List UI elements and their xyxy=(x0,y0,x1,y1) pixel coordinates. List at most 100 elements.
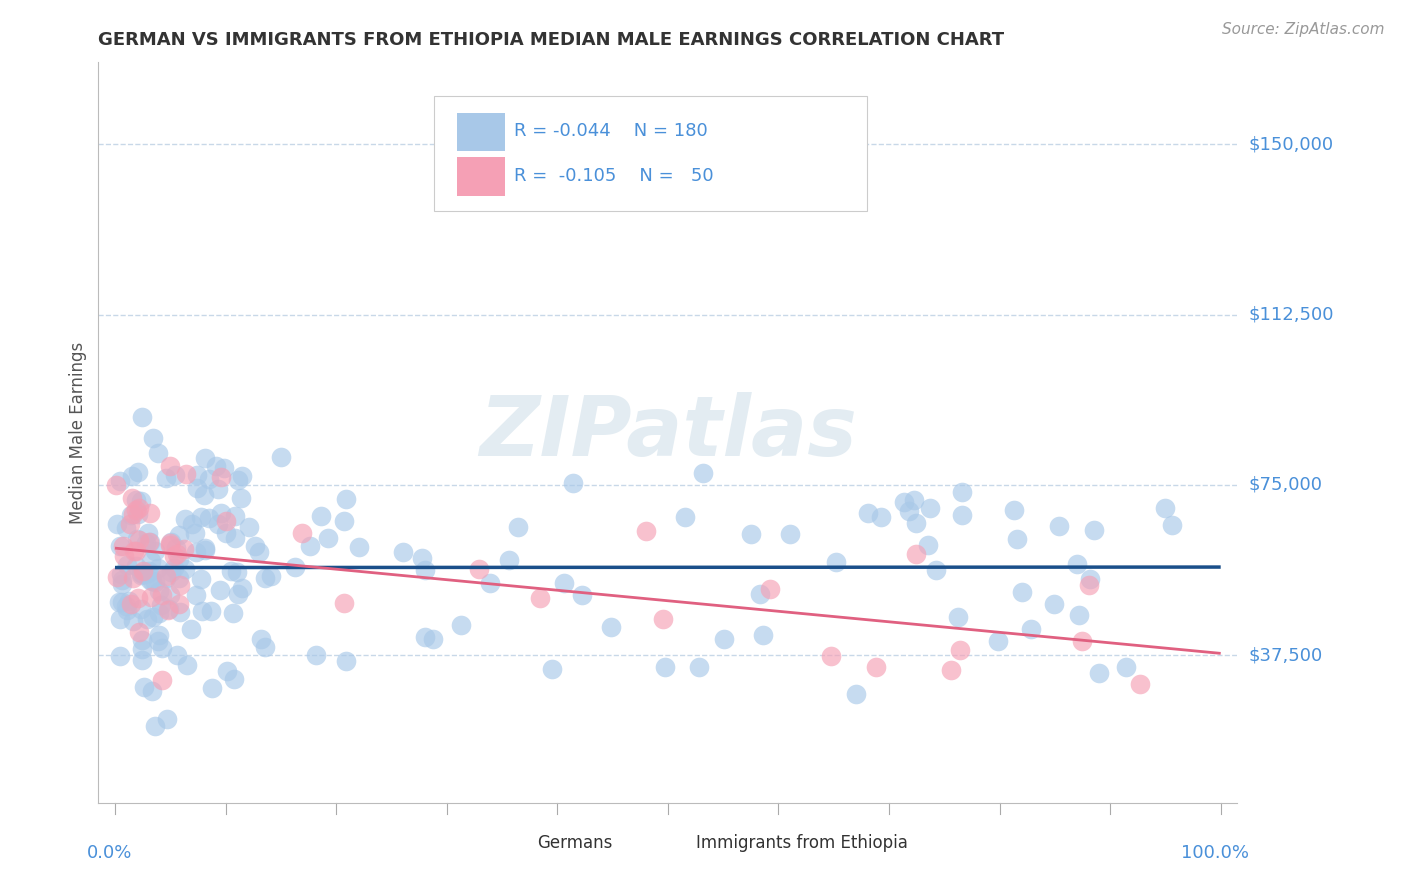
Point xyxy=(654,660,676,674)
Point xyxy=(226,587,249,601)
Point xyxy=(105,516,128,531)
Point xyxy=(221,564,243,578)
Point xyxy=(150,640,173,655)
Point xyxy=(1115,660,1137,674)
Point xyxy=(129,493,152,508)
Point xyxy=(110,574,132,588)
Point xyxy=(155,568,177,582)
Point xyxy=(148,606,170,620)
Point xyxy=(925,563,948,577)
Point xyxy=(136,566,159,581)
Point xyxy=(316,531,339,545)
Point xyxy=(135,536,157,550)
Point xyxy=(200,603,222,617)
Point xyxy=(253,571,276,585)
Point xyxy=(186,481,208,495)
Point xyxy=(131,642,153,657)
Point xyxy=(1047,519,1070,533)
Point xyxy=(159,459,181,474)
Point xyxy=(1011,585,1033,599)
Point xyxy=(779,527,801,541)
Point xyxy=(225,566,247,580)
Point xyxy=(121,469,143,483)
Point xyxy=(229,491,252,505)
Point xyxy=(903,492,925,507)
Point xyxy=(131,653,153,667)
Point xyxy=(107,570,129,584)
Text: $150,000: $150,000 xyxy=(1249,136,1333,153)
Text: $75,000: $75,000 xyxy=(1249,475,1323,494)
Text: Source: ZipAtlas.com: Source: ZipAtlas.com xyxy=(1222,22,1385,37)
Point xyxy=(208,583,231,598)
Point xyxy=(143,543,166,558)
Point xyxy=(139,506,162,520)
Point xyxy=(115,558,138,572)
Point xyxy=(159,535,181,549)
Point xyxy=(131,566,153,581)
FancyBboxPatch shape xyxy=(457,112,505,152)
Point xyxy=(1078,572,1101,586)
Point xyxy=(1083,523,1105,537)
Point xyxy=(247,545,270,559)
Point xyxy=(332,514,354,528)
Point xyxy=(415,630,437,644)
Point xyxy=(651,612,673,626)
Point xyxy=(713,632,735,647)
Point xyxy=(1160,517,1182,532)
Point xyxy=(150,588,173,602)
Point xyxy=(209,506,232,520)
Point xyxy=(146,633,169,648)
Point xyxy=(141,684,163,698)
Point xyxy=(283,560,305,574)
Point xyxy=(270,450,292,465)
Point xyxy=(115,603,138,617)
Point xyxy=(127,508,149,522)
Point xyxy=(335,654,357,668)
Point xyxy=(987,633,1010,648)
Point xyxy=(224,531,246,545)
Point xyxy=(553,575,575,590)
Point xyxy=(146,561,169,575)
Point xyxy=(467,562,489,576)
Point xyxy=(224,672,246,686)
Point xyxy=(825,555,848,569)
Point xyxy=(231,582,253,596)
Point xyxy=(917,538,939,552)
Point xyxy=(131,568,153,582)
Point xyxy=(141,554,163,568)
Point xyxy=(142,609,165,624)
Point xyxy=(141,590,163,604)
Point xyxy=(194,543,217,558)
Point xyxy=(166,648,188,663)
Text: R =  -0.105    N =   50: R = -0.105 N = 50 xyxy=(515,167,714,185)
Point xyxy=(673,509,696,524)
Point xyxy=(243,539,266,553)
Point xyxy=(411,550,433,565)
Point xyxy=(948,609,970,624)
Point xyxy=(156,712,179,726)
Text: ZIPatlas: ZIPatlas xyxy=(479,392,856,473)
Point xyxy=(180,516,202,531)
Point xyxy=(893,494,915,508)
Point xyxy=(121,491,143,506)
Point xyxy=(169,578,191,592)
Point xyxy=(165,541,187,555)
Point xyxy=(1078,578,1101,592)
Point xyxy=(167,570,190,584)
Point xyxy=(506,520,529,534)
Point xyxy=(167,552,190,566)
Point xyxy=(950,484,973,499)
Point xyxy=(127,465,149,479)
Point xyxy=(111,594,134,608)
Point xyxy=(132,564,155,578)
Point xyxy=(120,597,142,611)
Point xyxy=(148,628,170,642)
Text: Immigrants from Ethiopia: Immigrants from Ethiopia xyxy=(696,834,908,852)
Point xyxy=(174,467,197,481)
Point xyxy=(226,473,249,487)
Text: 0.0%: 0.0% xyxy=(87,844,132,862)
Point xyxy=(636,524,658,538)
Point xyxy=(163,549,186,564)
Point xyxy=(129,566,152,581)
Point xyxy=(110,475,132,489)
